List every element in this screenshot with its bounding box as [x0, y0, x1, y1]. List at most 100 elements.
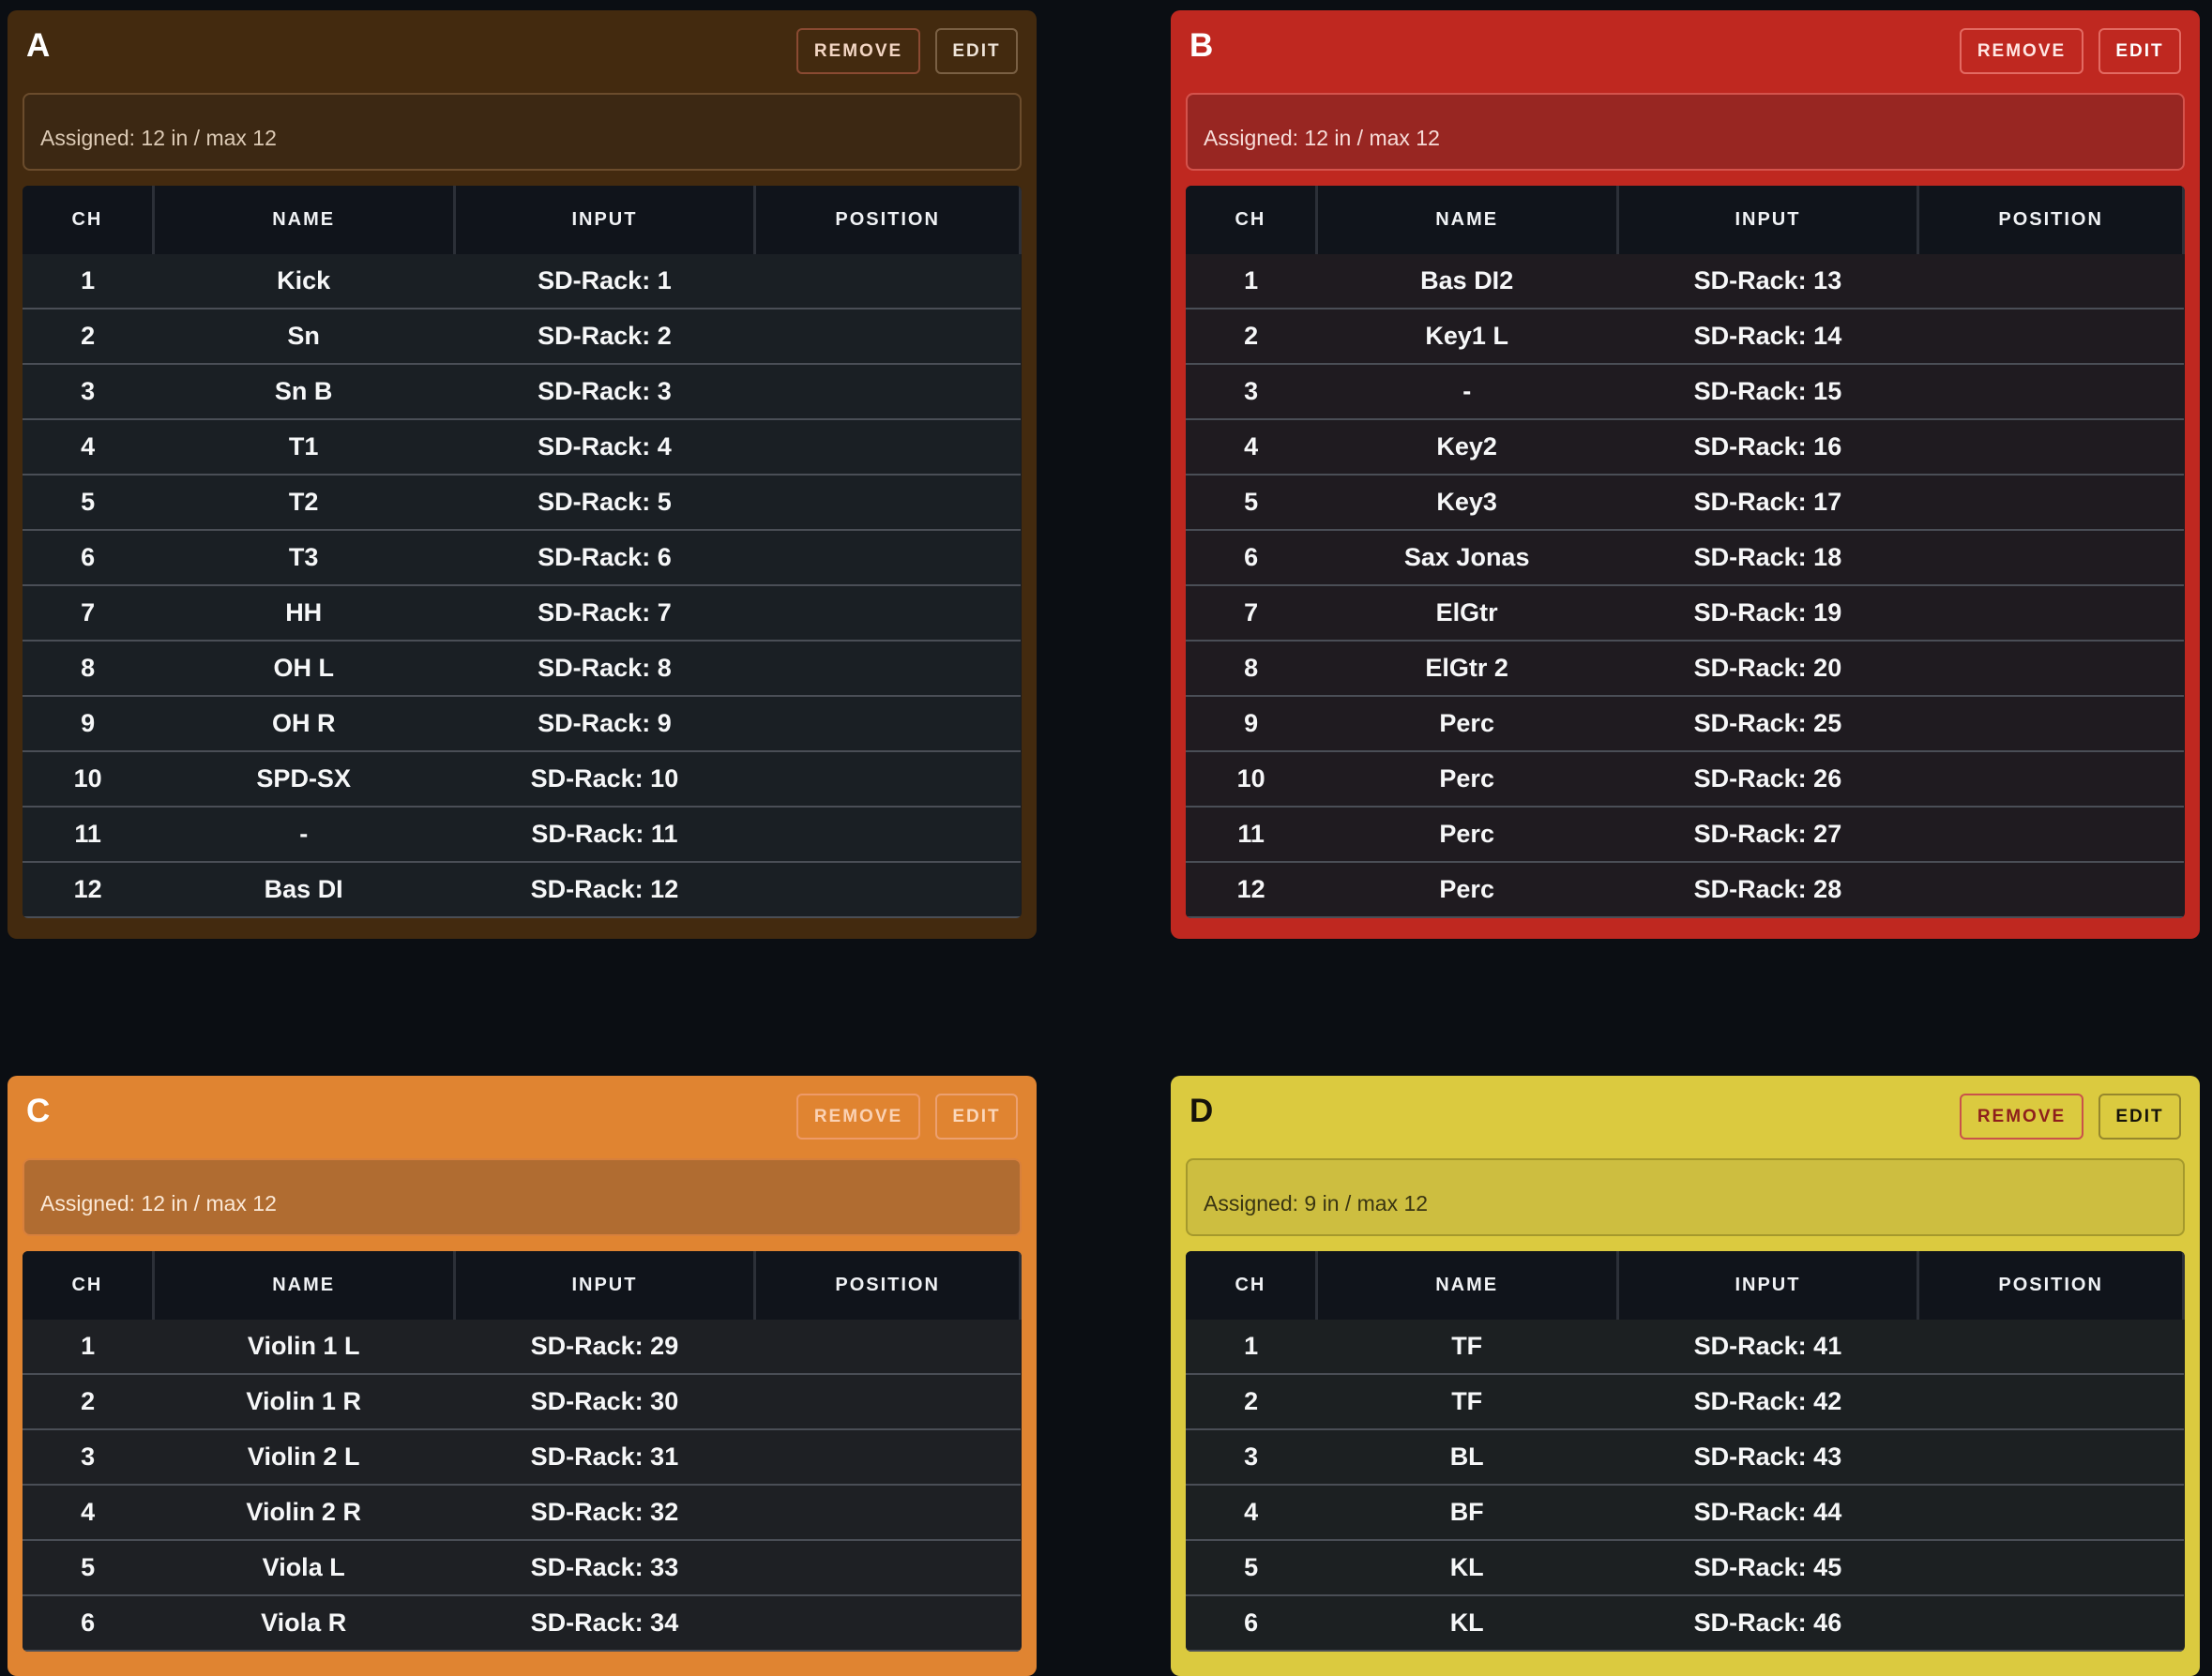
column-header-position[interactable]: POSITION: [754, 186, 1022, 254]
column-header-position[interactable]: POSITION: [1917, 186, 2185, 254]
edit-button[interactable]: EDIT: [2098, 1094, 2181, 1140]
channel-row[interactable]: 12 Bas DI SD-Rack: 12: [23, 862, 1021, 918]
cell-position: [754, 364, 1021, 420]
column-header-name[interactable]: NAME: [1316, 186, 1619, 254]
cell-position: [1917, 1429, 2184, 1486]
channel-row[interactable]: 10 Perc SD-Rack: 26: [1186, 751, 2184, 808]
cell-channel: 5: [1186, 475, 1317, 531]
cell-name: Perc: [1316, 862, 1618, 918]
column-header-ch[interactable]: CH: [1186, 1251, 1318, 1320]
column-header-ch[interactable]: CH: [1186, 186, 1318, 254]
edit-button[interactable]: EDIT: [2098, 28, 2181, 74]
cell-position: [1917, 1374, 2184, 1430]
cell-position: [754, 419, 1021, 476]
cell-position: [1917, 807, 2184, 863]
assigned-summary: Assigned: 12 in / max 12: [23, 93, 1022, 171]
channel-row[interactable]: 5 Key3 SD-Rack: 17: [1186, 475, 2184, 531]
cell-input: SD-Rack: 1: [454, 254, 755, 310]
cell-input: SD-Rack: 20: [1617, 641, 1918, 697]
channel-row[interactable]: 12 Perc SD-Rack: 28: [1186, 862, 2184, 918]
cell-name: ElGtr 2: [1316, 641, 1618, 697]
channel-row[interactable]: 2 Sn SD-Rack: 2: [23, 309, 1021, 365]
cell-position: [754, 1429, 1021, 1486]
cell-input: SD-Rack: 6: [454, 530, 755, 586]
column-header-name[interactable]: NAME: [1316, 1251, 1619, 1320]
channel-row[interactable]: 9 OH R SD-Rack: 9: [23, 696, 1021, 752]
channel-row[interactable]: 5 T2 SD-Rack: 5: [23, 475, 1021, 531]
cell-name: KL: [1316, 1540, 1618, 1596]
channel-row[interactable]: 3 Sn B SD-Rack: 3: [23, 364, 1021, 420]
cell-position: [1917, 364, 2184, 420]
channel-row[interactable]: 3 BL SD-Rack: 43: [1186, 1429, 2184, 1486]
channel-row[interactable]: 10 SPD-SX SD-Rack: 10: [23, 751, 1021, 808]
cell-name: Kick: [153, 254, 455, 310]
channel-row[interactable]: 6 Sax Jonas SD-Rack: 18: [1186, 530, 2184, 586]
channel-row[interactable]: 6 T3 SD-Rack: 6: [23, 530, 1021, 586]
channel-row[interactable]: 11- SD-Rack: 11: [23, 807, 1021, 863]
cell-channel: 3: [1186, 364, 1317, 420]
cell-name: Key3: [1316, 475, 1618, 531]
cell-name: KL: [1316, 1595, 1618, 1652]
channel-row[interactable]: 6 Viola R SD-Rack: 34: [23, 1595, 1021, 1652]
column-header-name[interactable]: NAME: [153, 186, 456, 254]
cell-channel: 9: [23, 696, 154, 752]
assigned-summary: Assigned: 12 in / max 12: [1186, 93, 2185, 171]
channel-row[interactable]: 8 ElGtr 2 SD-Rack: 20: [1186, 641, 2184, 697]
remove-button[interactable]: REMOVE: [796, 28, 920, 74]
channel-row[interactable]: 3 Violin 2 L SD-Rack: 31: [23, 1429, 1021, 1486]
cell-input: SD-Rack: 10: [454, 751, 755, 808]
channel-row[interactable]: 4 Key2 SD-Rack: 16: [1186, 419, 2184, 476]
cell-channel: 6: [1186, 1595, 1317, 1652]
channel-row[interactable]: 2 TF SD-Rack: 42: [1186, 1374, 2184, 1430]
column-header-ch[interactable]: CH: [23, 1251, 155, 1320]
cell-position: [1917, 1540, 2184, 1596]
cell-input: SD-Rack: 13: [1617, 254, 1918, 310]
channel-row[interactable]: 4 T1 SD-Rack: 4: [23, 419, 1021, 476]
channel-row[interactable]: 6 KL SD-Rack: 46: [1186, 1595, 2184, 1652]
channel-row[interactable]: 9 Perc SD-Rack: 25: [1186, 696, 2184, 752]
remove-button[interactable]: REMOVE: [1960, 1094, 2083, 1140]
column-header-input[interactable]: INPUT: [454, 1251, 757, 1320]
column-header-ch[interactable]: CH: [23, 186, 155, 254]
channel-row[interactable]: 1 Kick SD-Rack: 1: [23, 254, 1021, 310]
channel-row[interactable]: 7 ElGtr SD-Rack: 19: [1186, 585, 2184, 642]
cell-name: Key2: [1316, 419, 1618, 476]
cell-channel: 2: [1186, 309, 1317, 365]
channel-row[interactable]: 2 Violin 1 R SD-Rack: 30: [23, 1374, 1021, 1430]
channel-row[interactable]: 11 Perc SD-Rack: 27: [1186, 807, 2184, 863]
channel-row[interactable]: 1 Bas DI2 SD-Rack: 13: [1186, 254, 2184, 310]
cell-name: T3: [153, 530, 455, 586]
cell-position: [1917, 862, 2184, 918]
channel-row[interactable]: 3- SD-Rack: 15: [1186, 364, 2184, 420]
cell-position: [754, 1540, 1021, 1596]
channel-row[interactable]: 7 HH SD-Rack: 7: [23, 585, 1021, 642]
channel-row[interactable]: 4 Violin 2 R SD-Rack: 32: [23, 1485, 1021, 1541]
cell-input: SD-Rack: 34: [454, 1595, 755, 1652]
edit-button[interactable]: EDIT: [935, 1094, 1018, 1140]
remove-button[interactable]: REMOVE: [796, 1094, 920, 1140]
channel-row[interactable]: 5 Viola L SD-Rack: 33: [23, 1540, 1021, 1596]
cell-input: SD-Rack: 44: [1617, 1485, 1918, 1541]
channel-row[interactable]: 1 Violin 1 L SD-Rack: 29: [23, 1320, 1021, 1375]
cell-input: SD-Rack: 17: [1617, 475, 1918, 531]
channel-row[interactable]: 1 TF SD-Rack: 41: [1186, 1320, 2184, 1375]
cell-channel: 8: [1186, 641, 1317, 697]
column-header-input[interactable]: INPUT: [1617, 186, 1920, 254]
column-header-input[interactable]: INPUT: [1617, 1251, 1920, 1320]
channel-row[interactable]: 2 Key1 L SD-Rack: 14: [1186, 309, 2184, 365]
channel-row[interactable]: 5 KL SD-Rack: 45: [1186, 1540, 2184, 1596]
cell-channel: 2: [23, 309, 154, 365]
cell-name: Viola R: [153, 1595, 455, 1652]
cell-position: [1917, 696, 2184, 752]
column-header-input[interactable]: INPUT: [454, 186, 757, 254]
column-header-name[interactable]: NAME: [153, 1251, 456, 1320]
channel-row[interactable]: 8 OH L SD-Rack: 8: [23, 641, 1021, 697]
cell-name: -: [1316, 364, 1618, 420]
remove-button[interactable]: REMOVE: [1960, 28, 2083, 74]
stage-box-panel-d: D REMOVE EDIT Assigned: 9 in / max 12 CH…: [1171, 1076, 2200, 1676]
column-header-position[interactable]: POSITION: [754, 1251, 1022, 1320]
column-header-position[interactable]: POSITION: [1917, 1251, 2185, 1320]
cell-channel: 5: [23, 1540, 154, 1596]
channel-row[interactable]: 4 BF SD-Rack: 44: [1186, 1485, 2184, 1541]
edit-button[interactable]: EDIT: [935, 28, 1018, 74]
